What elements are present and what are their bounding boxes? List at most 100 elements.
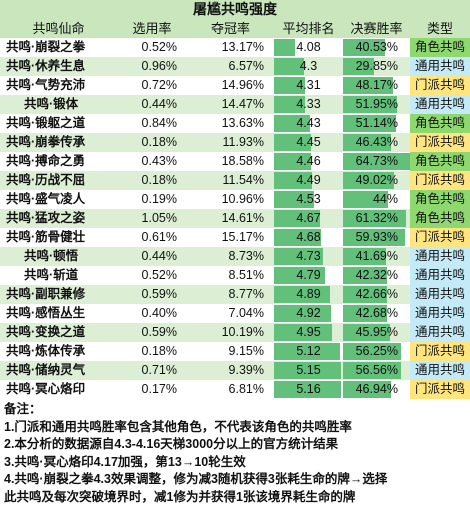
row-pick-rate: 1.05% — [117, 209, 187, 228]
row-avg-rank-cell: 4.53 — [274, 190, 343, 209]
row-name: 共鸣·筋骨健壮 — [0, 228, 117, 247]
row-pick-rate: 0.18% — [117, 133, 187, 152]
row-avg-rank-cell: 5.15 — [274, 361, 343, 380]
row-final-win-rate: 59.93% — [355, 230, 398, 244]
row-type-badge: 通用共鸣 — [410, 323, 470, 342]
row-final-win-cell: 41.69% — [343, 247, 410, 266]
row-avg-rank-cell: 4.08 — [274, 38, 343, 57]
row-avg-rank-cell: 4.49 — [274, 171, 343, 190]
avg-rank-bar — [274, 343, 340, 360]
table-header-row: 共鸣仙命 选用率 夺冠率 平均排名 决赛胜率 类型 — [0, 19, 470, 38]
table-row: 共鸣·冥心烙印 0.17% 6.81% 5.16 46.94% 门派共鸣 — [0, 380, 470, 399]
row-avg-rank: 4.68 — [296, 230, 321, 244]
row-type-badge: 门派共鸣 — [410, 380, 470, 399]
final-win-bar — [343, 172, 394, 189]
final-win-bar — [343, 248, 386, 265]
row-name: 共鸣·盛气凌人 — [0, 190, 117, 209]
row-avg-rank-cell: 4.67 — [274, 209, 343, 228]
row-win-rate: 6.57% — [187, 57, 274, 76]
row-avg-rank: 5.16 — [296, 382, 321, 396]
row-type-badge: 角色共鸣 — [410, 38, 470, 57]
row-final-win-cell: 64.73% — [343, 152, 410, 171]
row-pick-rate: 0.59% — [117, 323, 187, 342]
avg-rank-bar — [274, 324, 333, 341]
row-win-rate: 8.73% — [187, 247, 274, 266]
row-name: 共鸣·气势充沛 — [0, 76, 117, 95]
final-win-bar — [343, 324, 391, 341]
row-avg-rank: 4.3 — [299, 59, 318, 73]
row-win-rate: 14.61% — [187, 209, 274, 228]
avg-rank-bar — [274, 153, 312, 170]
row-pick-rate: 0.84% — [117, 114, 187, 133]
final-win-bar — [343, 134, 391, 151]
row-final-win-cell: 59.93% — [343, 228, 410, 247]
avg-rank-bar — [274, 39, 295, 56]
avg-rank-bar — [274, 96, 306, 113]
table-row: 共鸣·炼体传承 0.18% 9.15% 5.12 56.25% 门派共鸣 — [0, 342, 470, 361]
row-avg-rank-cell: 5.12 — [274, 342, 343, 361]
row-name: 共鸣·搏命之勇 — [0, 152, 117, 171]
row-avg-rank: 4.49 — [296, 173, 321, 187]
row-pick-rate: 0.71% — [117, 361, 187, 380]
table-row: 共鸣·崩拳传承 0.18% 11.93% 4.45 46.43% 门派共鸣 — [0, 133, 470, 152]
row-pick-rate: 0.40% — [117, 304, 187, 323]
row-type-badge: 角色共鸣 — [410, 190, 470, 209]
row-final-win-rate: 51.14% — [355, 116, 398, 130]
table-body: 共鸣·崩裂之拳 0.52% 13.17% 4.08 40.53% 角色共鸣 共鸣·休养生息 0… — [0, 38, 470, 399]
table-row: 共鸣·副职兼修 0.59% 8.77% 4.89 42.66% 通用共鸣 — [0, 285, 470, 304]
row-avg-rank-cell: 4.33 — [274, 95, 343, 114]
table-title: 屠尴共鸣强度 — [0, 0, 470, 19]
row-final-win-cell: 51.14% — [343, 114, 410, 133]
note-line: 2.本分析的数据源自4.3-4.16天梯3000分以上的官方统计结果 — [4, 437, 339, 451]
row-avg-rank-cell: 4.43 — [274, 114, 343, 133]
row-name: 共鸣·斩道 — [0, 266, 117, 285]
row-name: 共鸣·感悟丛生 — [0, 304, 117, 323]
row-win-rate: 8.51% — [187, 266, 274, 285]
row-name: 共鸣·崩拳传承 — [0, 133, 117, 152]
row-win-rate: 13.63% — [187, 114, 274, 133]
row-win-rate: 13.17% — [187, 38, 274, 57]
row-final-win-rate: 29.85% — [355, 59, 398, 73]
row-name: 共鸣·锻体 — [0, 95, 117, 114]
row-avg-rank-cell: 4.3 — [274, 57, 343, 76]
row-final-win-cell: 51.95% — [343, 95, 410, 114]
row-type-badge: 通用共鸣 — [410, 285, 470, 304]
note-line: 3.共鸣·冥心烙印4.17加强，第13→10轮生效 — [4, 454, 246, 469]
row-name: 共鸣·变换之道 — [0, 323, 117, 342]
row-name: 共鸣·崩裂之拳 — [0, 38, 117, 57]
row-type-badge: 门派共鸣 — [410, 228, 470, 247]
row-final-win-cell: 46.94% — [343, 380, 410, 399]
row-pick-rate: 0.44% — [117, 247, 187, 266]
row-type-badge: 通用共鸣 — [410, 361, 470, 380]
table-row: 共鸣·历战不屈 0.18% 11.54% 4.49 49.02% 门派共鸣 — [0, 171, 470, 190]
avg-rank-bar — [274, 248, 323, 265]
avg-rank-bar — [274, 362, 341, 379]
row-pick-rate: 0.18% — [117, 342, 187, 361]
row-win-rate: 9.39% — [187, 361, 274, 380]
final-win-bar — [343, 381, 392, 398]
avg-rank-bar — [274, 381, 342, 398]
row-pick-rate: 0.17% — [117, 380, 187, 399]
row-avg-rank-cell: 4.73 — [274, 247, 343, 266]
row-type-badge: 门派共鸣 — [410, 171, 470, 190]
row-type-badge: 角色共鸣 — [410, 114, 470, 133]
row-pick-rate: 0.44% — [117, 95, 187, 114]
table-row: 共鸣·搏命之勇 0.43% 18.58% 4.46 64.73% 角色共鸣 — [0, 152, 470, 171]
row-final-win-rate: 56.56% — [355, 363, 398, 377]
row-final-win-cell: 48.17% — [343, 76, 410, 95]
row-avg-rank-cell: 4.92 — [274, 304, 343, 323]
row-pick-rate: 0.96% — [117, 57, 187, 76]
row-avg-rank-cell: 4.31 — [274, 76, 343, 95]
notes-heading: 备注： — [4, 402, 42, 416]
table-row: 共鸣·气势充沛 0.72% 14.96% 4.31 48.17% 门派共鸣 — [0, 76, 470, 95]
avg-rank-bar — [274, 115, 310, 132]
row-name: 共鸣·锻躯之道 — [0, 114, 117, 133]
final-win-bar — [343, 362, 402, 379]
table-row: 共鸣·猛攻之姿 1.05% 14.61% 4.67 61.32% 角色共鸣 — [0, 209, 470, 228]
table-row: 共鸣·储纳灵气 0.71% 9.39% 5.15 56.56% 通用共鸣 — [0, 361, 470, 380]
final-win-bar — [343, 286, 387, 303]
row-win-rate: 14.96% — [187, 76, 274, 95]
row-avg-rank: 4.89 — [296, 287, 321, 301]
avg-rank-bar — [274, 191, 315, 208]
